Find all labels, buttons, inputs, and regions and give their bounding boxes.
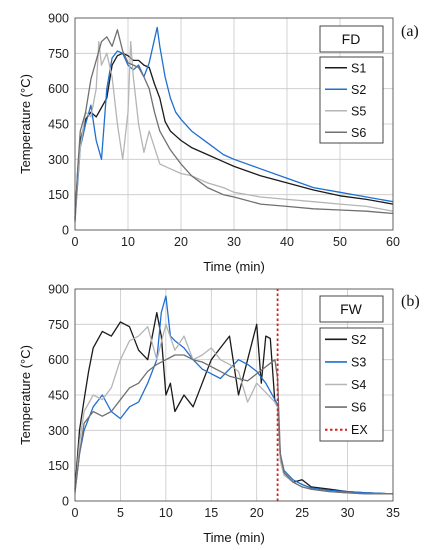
y-tick-label: 150 xyxy=(48,188,69,202)
panel-b-frame xyxy=(74,288,394,502)
legend-label-s2: S2 xyxy=(351,333,366,347)
panel-a-series-s2-line xyxy=(74,26,394,221)
panel-a-series-s1-line xyxy=(74,52,394,219)
panel-a-plot-area xyxy=(74,26,394,223)
panel-a-y-axis-label: Temperature (°C) xyxy=(18,74,33,174)
x-tick-label: 30 xyxy=(341,506,355,520)
y-tick-label: 300 xyxy=(48,424,69,438)
y-tick-label: 150 xyxy=(48,459,69,473)
panel-a-title: FD xyxy=(342,31,361,47)
y-tick-label: 900 xyxy=(48,12,69,26)
panel-a-y-ticks: 0 150 300 450 600 750 900 xyxy=(48,12,69,238)
panel-b-label: (b) xyxy=(401,293,420,310)
panel-b-x-axis-label: Time (min) xyxy=(203,530,265,545)
legend-label-s5: S5 xyxy=(351,104,366,118)
panel-b-series-s3-line xyxy=(74,295,394,495)
x-tick-label: 25 xyxy=(295,506,309,520)
panel-b-legend: S2 S3 S4 S6 EX xyxy=(319,327,384,442)
x-tick-label: 35 xyxy=(386,506,400,520)
panel-b-title-box: FW xyxy=(319,295,384,323)
x-tick-label: 15 xyxy=(204,506,218,520)
x-tick-label: 40 xyxy=(280,235,294,249)
y-tick-label: 600 xyxy=(48,82,69,96)
panel-a-series-s5-line xyxy=(74,40,394,223)
panel-a-legend: S1 S2 S5 S6 xyxy=(319,56,384,144)
panel-b-y-ticks: 0 150 300 450 600 750 900 xyxy=(48,283,69,509)
panel-a: 0 10 20 30 40 50 60 0 150 300 450 600 750 900 Time (… xyxy=(18,12,419,275)
panel-a-title-box: FD xyxy=(319,25,384,53)
panel-a-x-axis-label: Time (min) xyxy=(203,259,265,274)
panel-b-plot-area xyxy=(74,289,394,501)
x-tick-label: 30 xyxy=(227,235,241,249)
x-tick-label: 10 xyxy=(159,506,173,520)
x-tick-label: 20 xyxy=(250,506,264,520)
x-tick-label: 20 xyxy=(174,235,188,249)
panel-b-x-ticks: 0 5 10 15 20 25 30 35 xyxy=(72,506,400,520)
legend-box xyxy=(319,56,384,144)
x-tick-label: 10 xyxy=(121,235,135,249)
y-tick-label: 900 xyxy=(48,283,69,297)
y-tick-label: 0 xyxy=(62,495,69,509)
y-tick-label: 750 xyxy=(48,47,69,61)
panel-a-frame xyxy=(74,17,394,231)
x-tick-label: 50 xyxy=(333,235,347,249)
panel-b-series-s6-line xyxy=(74,354,393,495)
y-tick-label: 450 xyxy=(48,389,69,403)
panel-a-x-ticks: 0 10 20 30 40 50 60 xyxy=(72,235,400,249)
legend-label-s2: S2 xyxy=(351,83,366,97)
panel-b-title: FW xyxy=(340,301,363,317)
x-tick-label: 5 xyxy=(117,506,124,520)
legend-label-ex: EX xyxy=(351,423,368,437)
panel-b-y-axis-label: Temperature (°C) xyxy=(18,345,33,445)
panel-b: 0 5 10 15 20 25 30 35 0 150 300 450 600 750 900 Time … xyxy=(18,283,420,546)
legend-label-s6: S6 xyxy=(351,126,366,140)
legend-label-s6: S6 xyxy=(351,401,366,415)
x-tick-label: 0 xyxy=(72,506,79,520)
x-tick-label: 0 xyxy=(72,235,79,249)
legend-label-s4: S4 xyxy=(351,378,366,392)
legend-label-s3: S3 xyxy=(351,355,366,369)
y-tick-label: 0 xyxy=(62,224,69,238)
y-tick-label: 450 xyxy=(48,118,69,132)
panel-a-label: (a) xyxy=(401,23,419,40)
y-tick-label: 600 xyxy=(48,353,69,367)
x-tick-label: 60 xyxy=(386,235,400,249)
legend-label-s1: S1 xyxy=(351,61,366,75)
panel-a-series-s6-line xyxy=(74,29,394,221)
y-tick-label: 750 xyxy=(48,318,69,332)
y-tick-label: 300 xyxy=(48,153,69,167)
